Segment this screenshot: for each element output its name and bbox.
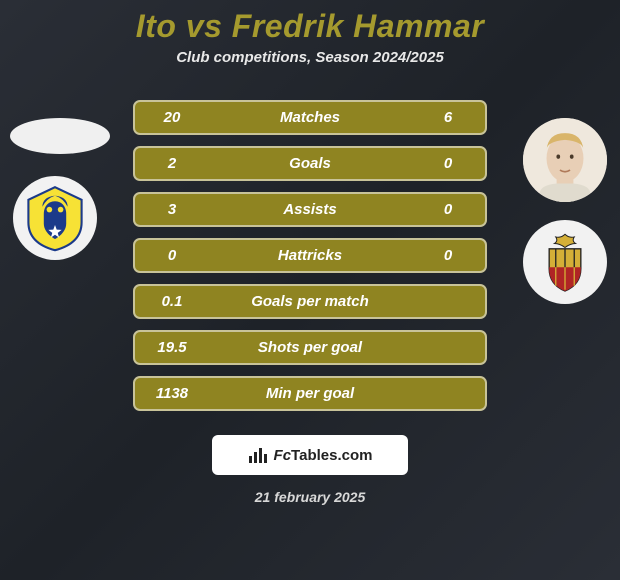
- title-player1: Ito: [136, 8, 177, 44]
- player2-face-icon: [523, 118, 607, 202]
- stat-row-goals: 2 Goals 0: [133, 146, 487, 181]
- stat-left-value: 1138: [135, 385, 209, 402]
- comparison-card: Ito vs Fredrik Hammar Club competitions,…: [0, 0, 620, 580]
- stvv-crest-icon: [20, 183, 90, 253]
- stat-label: Assists: [209, 201, 411, 218]
- subtitle: Club competitions, Season 2024/2025: [0, 49, 620, 66]
- date-text: 21 february 2025: [0, 489, 620, 505]
- source-badge: FcTables.com: [212, 435, 408, 475]
- bar-chart-icon: [248, 446, 268, 464]
- stat-label: Shots per goal: [209, 339, 411, 356]
- stat-row-shots-per-goal: 19.5 Shots per goal: [133, 330, 487, 365]
- stat-left-value: 19.5: [135, 339, 209, 356]
- stat-right-value: 0: [411, 201, 485, 218]
- stat-label: Matches: [209, 109, 411, 126]
- badge-text: FcTables.com: [274, 447, 373, 464]
- stat-row-min-per-goal: 1138 Min per goal: [133, 376, 487, 411]
- badge-suffix: Tables.com: [291, 447, 372, 464]
- stat-label: Hattricks: [209, 247, 411, 264]
- player1-club-crest: [13, 176, 97, 260]
- stat-left-value: 20: [135, 109, 209, 126]
- title: Ito vs Fredrik Hammar: [0, 8, 620, 45]
- stat-left-value: 3: [135, 201, 209, 218]
- title-player2: Fredrik Hammar: [232, 8, 484, 44]
- stat-right-value: 0: [411, 247, 485, 264]
- stat-right-value: 0: [411, 155, 485, 172]
- stat-row-hattricks: 0 Hattricks 0: [133, 238, 487, 273]
- stat-left-value: 0.1: [135, 293, 209, 310]
- stat-left-value: 0: [135, 247, 209, 264]
- stat-left-value: 2: [135, 155, 209, 172]
- left-column: [10, 176, 100, 260]
- title-vs: vs: [186, 8, 223, 44]
- badge-prefix: Fc: [274, 447, 292, 464]
- stat-label: Goals: [209, 155, 411, 172]
- stat-row-goals-per-match: 0.1 Goals per match: [133, 284, 487, 319]
- stat-right-value: 6: [411, 109, 485, 126]
- stat-label: Goals per match: [209, 293, 411, 310]
- right-column: [520, 118, 610, 304]
- kv-mechelen-crest-icon: [532, 229, 598, 295]
- stat-label: Min per goal: [209, 385, 411, 402]
- player2-face: [523, 118, 607, 202]
- player2-club-crest: [523, 220, 607, 304]
- player1-face-placeholder: [10, 118, 110, 154]
- stat-row-assists: 3 Assists 0: [133, 192, 487, 227]
- stat-row-matches: 20 Matches 6: [133, 100, 487, 135]
- stats-list: 20 Matches 6 2 Goals 0 3 Assists 0 0 Hat…: [133, 100, 487, 411]
